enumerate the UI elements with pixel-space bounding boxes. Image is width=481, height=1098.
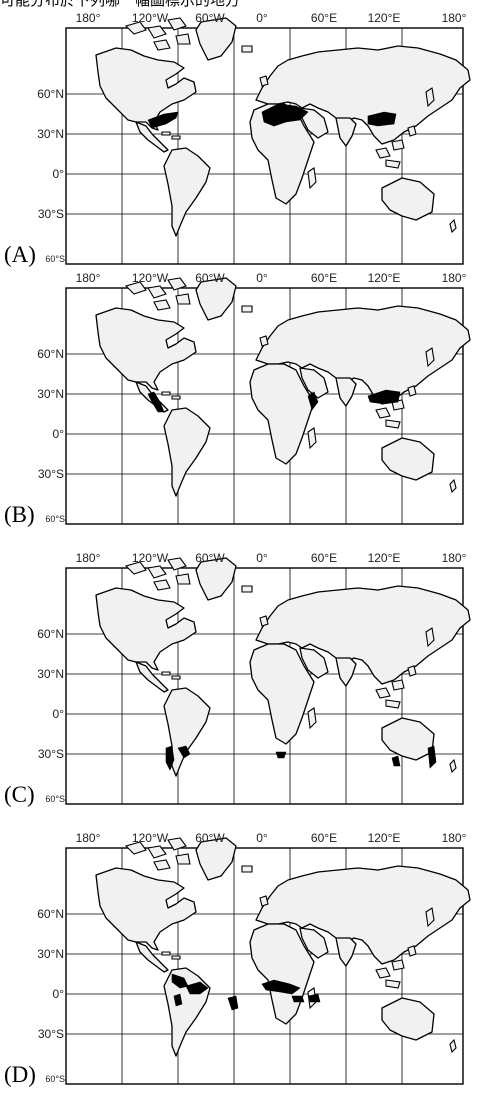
lon-label-120e: 120°E bbox=[368, 271, 401, 285]
lat-label-60s: 60°S bbox=[45, 794, 65, 804]
lon-label-60w: 60°W bbox=[195, 831, 225, 845]
lat-label-60n: 60°N bbox=[37, 87, 64, 101]
lon-label-120w: 120°W bbox=[132, 551, 169, 565]
question-text-cut: 可能分布於下列哪一幅圖標示的地方 bbox=[0, 0, 481, 7]
lat-label-60n: 60°N bbox=[37, 347, 64, 361]
lon-label-0: 0° bbox=[256, 11, 268, 25]
map-b: 180° 120°W 60°W 0° 60°E 120°E 180° 60°N … bbox=[0, 268, 481, 530]
lat-label-60s: 60°S bbox=[45, 514, 65, 524]
lon-label-180w: 180° bbox=[76, 551, 101, 565]
option-letter-a: (A) bbox=[4, 242, 36, 267]
lat-label-30s: 30°S bbox=[38, 207, 64, 221]
lon-label-120w: 120°W bbox=[132, 831, 169, 845]
lon-label-180e: 180° bbox=[442, 831, 467, 845]
lat-label-30s: 30°S bbox=[38, 467, 64, 481]
lon-label-60w: 60°W bbox=[195, 11, 225, 25]
lat-label-30n: 30°N bbox=[37, 667, 64, 681]
map-d: 180° 120°W 60°W 0° 60°E 120°E 180° 60°N … bbox=[0, 828, 481, 1090]
lat-label-0: 0° bbox=[53, 427, 65, 441]
lon-label-120e: 120°E bbox=[368, 551, 401, 565]
lat-label-30s: 30°S bbox=[38, 747, 64, 761]
lat-label-30s: 30°S bbox=[38, 1027, 64, 1041]
lon-label-60w: 60°W bbox=[195, 271, 225, 285]
lat-label-0: 0° bbox=[53, 167, 65, 181]
highlight-regions-c bbox=[165, 745, 437, 771]
lat-label-30n: 30°N bbox=[37, 947, 64, 961]
lon-label-0: 0° bbox=[256, 551, 268, 565]
option-letter-c: (C) bbox=[4, 782, 35, 807]
lon-label-180w: 180° bbox=[76, 11, 101, 25]
lat-label-30n: 30°N bbox=[37, 387, 64, 401]
option-letter-b: (B) bbox=[4, 502, 35, 527]
lon-label-120e: 120°E bbox=[368, 11, 401, 25]
option-letter-d: (D) bbox=[4, 1062, 36, 1087]
lon-label-0: 0° bbox=[256, 271, 268, 285]
lat-label-60s: 60°S bbox=[45, 254, 65, 264]
lat-label-30n: 30°N bbox=[37, 127, 64, 141]
lon-label-0: 0° bbox=[256, 831, 268, 845]
map-c: 180° 120°W 60°W 0° 60°E 120°E 180° 60°N … bbox=[0, 548, 481, 810]
lon-label-180e: 180° bbox=[442, 551, 467, 565]
lon-label-60e: 60°E bbox=[311, 11, 337, 25]
lon-label-60e: 60°E bbox=[311, 831, 337, 845]
lon-label-180w: 180° bbox=[76, 271, 101, 285]
lat-label-0: 0° bbox=[53, 987, 65, 1001]
lon-label-120w: 120°W bbox=[132, 271, 169, 285]
lon-label-180e: 180° bbox=[442, 271, 467, 285]
lon-label-60w: 60°W bbox=[195, 551, 225, 565]
highlight-regions-a bbox=[147, 103, 397, 129]
lat-label-60n: 60°N bbox=[37, 907, 64, 921]
highlight-regions-d bbox=[171, 973, 321, 1011]
lon-label-120w: 120°W bbox=[132, 11, 169, 25]
lon-label-60e: 60°E bbox=[311, 271, 337, 285]
lon-label-60e: 60°E bbox=[311, 551, 337, 565]
lon-label-120e: 120°E bbox=[368, 831, 401, 845]
lon-label-180w: 180° bbox=[76, 831, 101, 845]
lat-label-60n: 60°N bbox=[37, 627, 64, 641]
lon-label-180e: 180° bbox=[442, 11, 467, 25]
map-a: 180° 120°W 60°W 0° 60°E 120°E 180° 60°N … bbox=[0, 8, 481, 270]
lat-label-0: 0° bbox=[53, 707, 65, 721]
highlight-regions-b bbox=[147, 389, 401, 413]
lat-label-60s: 60°S bbox=[45, 1074, 65, 1084]
